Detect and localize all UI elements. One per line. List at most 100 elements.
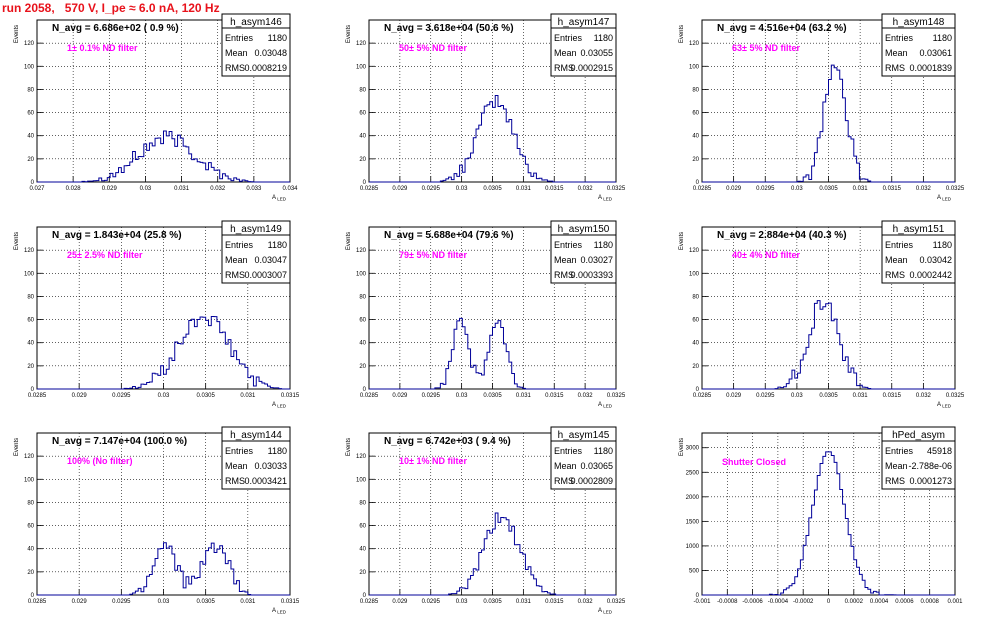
y-tick-label: 0 bbox=[363, 387, 367, 393]
stats-box bbox=[221, 13, 291, 77]
histogram-series bbox=[369, 512, 616, 596]
panel-title: N_avg = 1.843e+04 (25.8 %) bbox=[52, 230, 182, 241]
y-tick-label: 0 bbox=[363, 180, 367, 186]
x-tick-label: 0.0002 bbox=[845, 599, 864, 605]
x-tick-label: 0.0285 bbox=[28, 393, 47, 399]
x-tick-label: 0.034 bbox=[282, 186, 298, 192]
stats-value: 0.03061 bbox=[919, 48, 952, 58]
x-axis-label: A LED bbox=[937, 402, 952, 409]
y-tick-label: 100 bbox=[356, 271, 367, 277]
y-tick-label: 100 bbox=[356, 64, 367, 70]
x-tick-label: -0.0008 bbox=[717, 599, 738, 605]
stats-value: 0.0002809 bbox=[570, 476, 613, 486]
stats-label: RMS bbox=[554, 63, 574, 73]
x-tick-label: 0.0305 bbox=[196, 393, 215, 399]
stats-value: 0.03065 bbox=[580, 461, 613, 471]
y-tick-label: 40 bbox=[692, 134, 699, 140]
x-axis-label: A LED bbox=[272, 402, 287, 409]
y-tick-label: 60 bbox=[692, 111, 699, 117]
stats-value: 0.0001273 bbox=[909, 476, 952, 486]
stats-label: Entries bbox=[885, 240, 914, 250]
x-tick-label: 0.032 bbox=[578, 393, 594, 399]
x-tick-label: 0.029 bbox=[102, 186, 118, 192]
y-tick-label: 100 bbox=[689, 271, 700, 277]
filter-annotation: Shutter Closed bbox=[722, 457, 786, 467]
stats-label: Mean bbox=[554, 461, 577, 471]
x-tick-label: -0.001 bbox=[693, 599, 711, 605]
x-tick-label: 0.029 bbox=[392, 186, 408, 192]
x-tick-label: 0.031 bbox=[853, 393, 869, 399]
x-tick-label: 0.03 bbox=[158, 393, 170, 399]
filter-annotation: 1± 0.1% ND filter bbox=[67, 43, 138, 53]
histogram-name: h_asym148 bbox=[893, 17, 945, 28]
x-tick-label: 0.0295 bbox=[112, 393, 131, 399]
histogram-panel-h_asym145: 0.0285 0.029 0.0295 0.03 0.0305 0.031 0.0315 0.… bbox=[346, 426, 626, 615]
y-tick-label: 20 bbox=[359, 570, 366, 576]
histogram-panel-h_asym148: 0.0285 0.029 0.0295 0.03 0.0305 0.031 0.0315 0.… bbox=[679, 13, 965, 202]
histogram-series bbox=[702, 451, 955, 596]
x-tick-label: 0.0285 bbox=[360, 599, 379, 605]
histogram-panel-h_asym144: 0.0285 0.029 0.0295 0.03 0.0305 0.031 0.0315 0 2… bbox=[14, 426, 300, 615]
y-tick-label: 20 bbox=[359, 364, 366, 370]
x-tick-label: 0.032 bbox=[916, 186, 932, 192]
histogram-name: h_asym145 bbox=[558, 430, 610, 441]
y-tick-label: 120 bbox=[24, 248, 35, 254]
stats-value: 0.03048 bbox=[254, 48, 287, 58]
y-tick-label: 80 bbox=[692, 87, 699, 93]
x-tick-label: 0.031 bbox=[240, 393, 256, 399]
x-axis-label: A LED bbox=[598, 402, 613, 409]
stats-label: Entries bbox=[554, 240, 583, 250]
x-tick-label: 0.0295 bbox=[422, 599, 441, 605]
stats-value: 1180 bbox=[268, 33, 287, 43]
y-tick-label: 80 bbox=[27, 87, 34, 93]
stats-label: RMS bbox=[225, 63, 245, 73]
run-title: run 2058, 570 V, I_pe ≈ 6.0 nA, 120 Hz bbox=[2, 1, 220, 15]
x-axis-label: A LED bbox=[598, 608, 613, 615]
stats-label: Entries bbox=[225, 446, 254, 456]
y-tick-label: 20 bbox=[359, 157, 366, 163]
x-tick-label: 0.029 bbox=[72, 599, 88, 605]
filter-annotation: 50± 5% ND filter bbox=[399, 43, 467, 53]
x-tick-label: 0.029 bbox=[392, 599, 408, 605]
stats-label: Mean bbox=[885, 48, 908, 58]
x-tick-label: 0.0305 bbox=[483, 393, 502, 399]
x-tick-label: 0.031 bbox=[853, 186, 869, 192]
y-tick-label: 80 bbox=[27, 294, 34, 300]
x-tick-label: 0.0295 bbox=[112, 599, 131, 605]
y-axis-label: Events bbox=[346, 438, 352, 456]
stats-label: RMS bbox=[225, 270, 245, 280]
x-tick-label: 0.03 bbox=[158, 599, 170, 605]
y-tick-label: 0 bbox=[696, 593, 700, 599]
stats-value: 1180 bbox=[594, 33, 613, 43]
x-tick-label: 0.03 bbox=[791, 186, 803, 192]
y-tick-label: 40 bbox=[359, 547, 366, 553]
y-tick-label: 60 bbox=[27, 318, 34, 324]
stats-value: 1180 bbox=[268, 240, 287, 250]
stats-value: 0.03042 bbox=[919, 255, 952, 265]
stats-label: Mean bbox=[225, 48, 248, 58]
y-tick-label: 120 bbox=[356, 248, 367, 254]
panel-title: N_avg = 7.147e+04 (100.0 %) bbox=[52, 436, 187, 447]
y-tick-label: 20 bbox=[692, 157, 699, 163]
stats-label: Entries bbox=[885, 33, 914, 43]
y-tick-label: 2000 bbox=[686, 495, 700, 501]
y-axis-label: Events bbox=[14, 232, 20, 250]
y-tick-label: 60 bbox=[359, 111, 366, 117]
stats-label: RMS bbox=[885, 63, 905, 73]
stats-label: RMS bbox=[225, 476, 245, 486]
y-axis-label: Events bbox=[14, 25, 20, 43]
histogram-series bbox=[37, 315, 290, 390]
x-tick-label: 0.0285 bbox=[28, 599, 47, 605]
x-tick-label: 0.03 bbox=[140, 186, 152, 192]
stats-value: 0.03033 bbox=[254, 461, 287, 471]
panel-title: N_avg = 6.686e+02 ( 0.9 %) bbox=[52, 23, 179, 34]
y-tick-label: 60 bbox=[359, 524, 366, 530]
x-tick-label: 0.0285 bbox=[693, 393, 712, 399]
x-tick-label: 0.029 bbox=[726, 393, 742, 399]
x-tick-label: 0.0305 bbox=[819, 186, 838, 192]
x-tick-label: 0.032 bbox=[578, 599, 594, 605]
stats-value: 0.03055 bbox=[580, 48, 613, 58]
x-tick-label: -0.0004 bbox=[768, 599, 789, 605]
histogram-series bbox=[369, 317, 616, 390]
histogram-series bbox=[37, 542, 290, 596]
